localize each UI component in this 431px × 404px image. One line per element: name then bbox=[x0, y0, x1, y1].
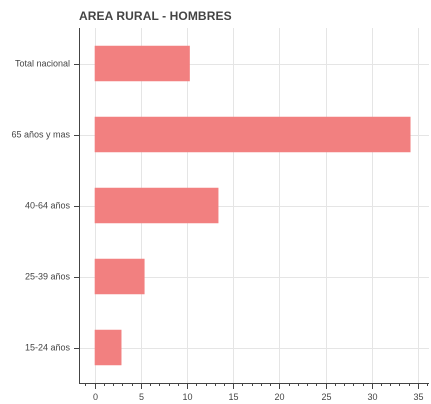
y-tick-label-0: Total nacional bbox=[15, 59, 70, 69]
x-tick-label-25: 25 bbox=[321, 392, 331, 402]
bar-4 bbox=[94, 329, 122, 366]
bar-1 bbox=[94, 116, 411, 153]
x-tick-label-20: 20 bbox=[274, 392, 284, 402]
bars bbox=[94, 45, 411, 366]
y-tick-label-2: 40-64 años bbox=[25, 201, 71, 211]
x-tick-label-0: 0 bbox=[93, 392, 98, 402]
bar-0 bbox=[94, 45, 190, 82]
y-axis: Total nacional 65 años y mas 40-64 años 25-… bbox=[11, 28, 80, 383]
x-tick-label-15: 15 bbox=[228, 392, 238, 402]
x-tick-label-35: 35 bbox=[413, 392, 423, 402]
y-tick-label-3: 25-39 años bbox=[25, 272, 71, 282]
y-tick-label-1: 65 años y mas bbox=[11, 130, 70, 140]
x-tick-label-30: 30 bbox=[367, 392, 377, 402]
bar-2 bbox=[94, 187, 219, 224]
x-axis: 0 5 10 15 20 25 30 35 bbox=[79, 383, 429, 402]
x-tick-label-10: 10 bbox=[182, 392, 192, 402]
bar-3 bbox=[94, 258, 145, 295]
x-tick-label-5: 5 bbox=[139, 392, 144, 402]
y-tick-label-4: 15-24 años bbox=[25, 343, 71, 353]
chart-title: AREA RURAL - HOMBRES bbox=[79, 9, 232, 23]
